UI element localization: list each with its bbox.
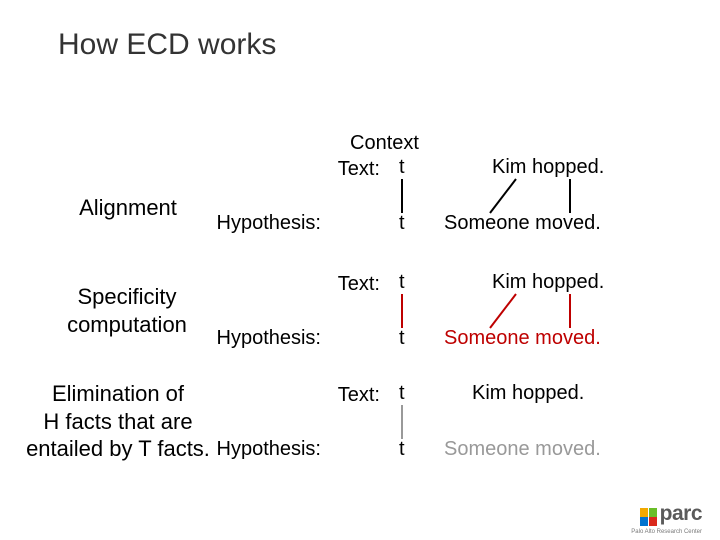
context-heading: Context — [350, 132, 419, 155]
t-symbol-bot-0: t — [399, 212, 405, 235]
step-label-2-line-1: H facts that are — [13, 408, 223, 436]
sentence-text-2: Kim hopped. — [472, 382, 584, 405]
logo-square-3 — [649, 517, 658, 526]
sentence-hypothesis-1: Someone moved. — [444, 327, 601, 350]
parc-logo: parc — [640, 502, 702, 526]
connector-1-0 — [400, 292, 404, 330]
logo-square-0 — [640, 508, 649, 517]
connector-0-2 — [568, 177, 572, 215]
t-symbol-top-2: t — [399, 382, 405, 405]
sentence-hypothesis-2: Someone moved. — [444, 438, 601, 461]
parc-logo-mark — [640, 508, 658, 526]
step-label-1-line-0: Specificity — [52, 283, 202, 311]
text-label-2: Text: — [230, 384, 380, 407]
step-label-2-line-0: Elimination of — [13, 380, 223, 408]
sentence-text-0: Kim hopped. — [492, 156, 604, 179]
text-label-1: Text: — [230, 273, 380, 296]
parc-logo-text: parc — [660, 502, 702, 526]
t-symbol-bot-2: t — [399, 438, 405, 461]
hypothesis-label-2: Hypothesis: — [171, 438, 321, 461]
connector-0-1 — [488, 177, 518, 215]
hypothesis-label-0: Hypothesis: — [171, 212, 321, 235]
connector-0-0 — [400, 177, 404, 215]
text-label-0: Text: — [230, 158, 380, 181]
hypothesis-label-1: Hypothesis: — [171, 327, 321, 350]
connector-1-1 — [488, 292, 518, 330]
sentence-text-1: Kim hopped. — [492, 271, 604, 294]
slide-title: How ECD works — [58, 28, 276, 62]
t-symbol-top-1: t — [399, 271, 405, 294]
logo-square-2 — [640, 517, 649, 526]
t-symbol-bot-1: t — [399, 327, 405, 350]
t-symbol-top-0: t — [399, 156, 405, 179]
connector-1-2 — [568, 292, 572, 330]
logo-square-1 — [649, 508, 658, 517]
connector-2-0 — [400, 403, 404, 441]
parc-logo-tagline: Palo Alto Research Center — [631, 529, 702, 535]
sentence-hypothesis-0: Someone moved. — [444, 212, 601, 235]
